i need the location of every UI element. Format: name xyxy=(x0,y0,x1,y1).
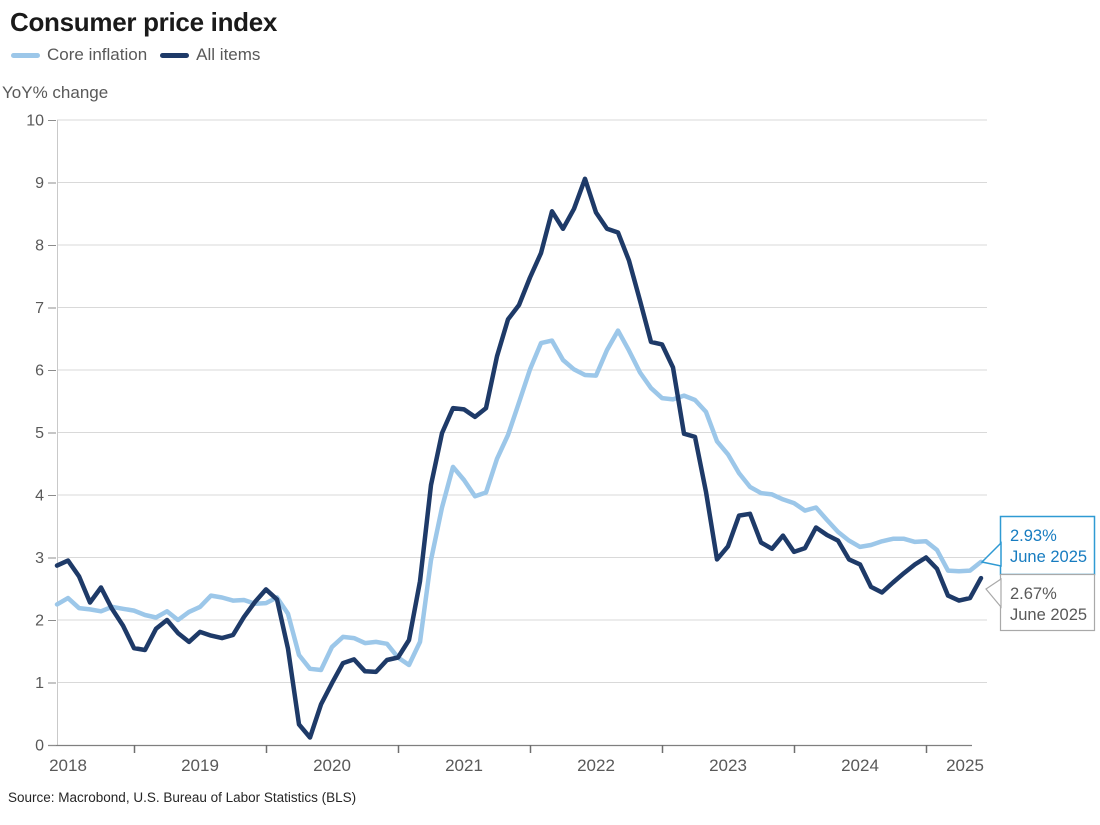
page-title: Consumer price index xyxy=(10,7,278,37)
legend-swatch-core-inflation-icon xyxy=(11,52,40,58)
axes: 0 1 2 3 4 5 6 7 8 9 10 2018 2019 2020 2021 2022 2023 2024… xyxy=(26,113,984,776)
callout-date: June 2025 xyxy=(1010,606,1087,624)
callout-value: 2.67% xyxy=(1010,585,1057,603)
svg-text:8: 8 xyxy=(35,238,44,255)
callout-pointer-icon xyxy=(985,577,1002,609)
data-series xyxy=(54,176,984,740)
all-items-line xyxy=(54,176,984,740)
svg-text:2018: 2018 xyxy=(49,756,87,775)
svg-text:0: 0 xyxy=(35,738,44,755)
svg-text:1: 1 xyxy=(35,675,44,692)
svg-text:5: 5 xyxy=(35,425,44,442)
y-axis-title: YoY% change xyxy=(2,83,109,102)
svg-text:2019: 2019 xyxy=(181,756,219,775)
svg-text:2021: 2021 xyxy=(445,756,483,775)
legend: Core inflation All items xyxy=(11,45,273,65)
svg-text:9: 9 xyxy=(35,175,44,192)
callout-all-items: 2.67% June 2025 xyxy=(985,573,1096,632)
svg-text:2025: 2025 xyxy=(946,756,984,775)
svg-text:7: 7 xyxy=(35,300,44,317)
svg-text:2024: 2024 xyxy=(841,756,879,775)
legend-swatch-all-items-icon xyxy=(160,52,190,58)
source-note: Source: Macrobond, U.S. Bureau of Labor … xyxy=(8,790,357,805)
svg-text:2020: 2020 xyxy=(313,756,351,775)
legend-label-core-inflation: Core inflation xyxy=(47,45,148,64)
callout-pointer-icon xyxy=(980,541,1002,567)
callout-box xyxy=(999,573,1096,632)
svg-text:2023: 2023 xyxy=(709,756,747,775)
svg-text:4: 4 xyxy=(35,488,44,505)
legend-item-core-inflation: Core inflation xyxy=(11,45,147,65)
svg-text:2022: 2022 xyxy=(577,756,615,775)
legend-item-all-items: All items xyxy=(160,45,260,65)
legend-label-all-items: All items xyxy=(196,45,261,64)
callout-core-inflation: 2.93% June 2025 xyxy=(980,515,1096,576)
svg-text:2: 2 xyxy=(35,613,44,630)
gridlines xyxy=(57,119,987,683)
svg-text:10: 10 xyxy=(26,113,44,130)
core-inflation-line xyxy=(54,328,984,673)
svg-text:6: 6 xyxy=(35,363,44,380)
callout-date: June 2025 xyxy=(1010,548,1087,566)
callout-value: 2.93% xyxy=(1010,527,1057,545)
svg-text:3: 3 xyxy=(35,550,44,567)
